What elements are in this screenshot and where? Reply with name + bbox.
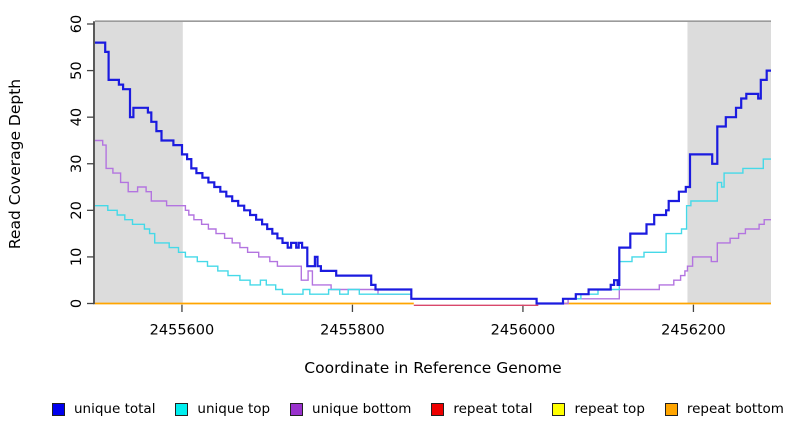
coverage-chart: 0 10 20 30 40 50 60 2455600 2455800 2456000 245620… bbox=[69, 15, 771, 339]
legend-label: repeat total bbox=[453, 401, 533, 417]
legend-label: unique total bbox=[74, 401, 156, 417]
legend-label: repeat top bbox=[574, 401, 645, 417]
x-tick-label: 2455800 bbox=[320, 323, 385, 339]
series-unique-bottom bbox=[95, 139, 771, 305]
x-axis-title: Coordinate in Reference Genome bbox=[304, 359, 562, 377]
legend-label: repeat bottom bbox=[686, 401, 784, 417]
legend: unique total unique top unique bottom repea… bbox=[52, 399, 784, 419]
legend-item-unique-top: unique top bbox=[175, 401, 270, 417]
legend-swatch bbox=[175, 402, 189, 416]
y-tick-label: 20 bbox=[69, 201, 85, 219]
x-tick-label: 2456200 bbox=[661, 323, 726, 339]
legend-swatch bbox=[552, 402, 566, 416]
y-axis-title: Read Coverage Depth bbox=[6, 78, 24, 250]
legend-item-repeat-bottom: repeat bottom bbox=[664, 401, 784, 417]
legend-label: unique top bbox=[197, 401, 271, 417]
y-tick-label: 60 bbox=[69, 15, 85, 33]
x-tick-label: 2456000 bbox=[491, 323, 556, 339]
legend-swatch bbox=[431, 402, 445, 416]
legend-item-unique-bottom: unique bottom bbox=[290, 401, 411, 417]
legend-item-repeat-total: repeat total bbox=[431, 401, 533, 417]
legend-swatch bbox=[290, 402, 304, 416]
y-tick-label: 10 bbox=[69, 248, 85, 266]
series-unique-top bbox=[95, 158, 771, 305]
y-tick-label: 0 bbox=[69, 299, 85, 308]
legend-label: unique bottom bbox=[312, 401, 412, 417]
legend-item-unique-total: unique total bbox=[52, 401, 155, 417]
y-tick-label: 50 bbox=[69, 61, 85, 79]
series-unique-total bbox=[95, 41, 771, 305]
legend-swatch bbox=[52, 402, 65, 416]
legend-item-repeat-top: repeat top bbox=[552, 401, 645, 417]
legend-swatch bbox=[664, 402, 678, 416]
y-tick-label: 40 bbox=[69, 108, 85, 126]
x-tick-label: 2455600 bbox=[150, 323, 215, 339]
y-tick-label: 30 bbox=[69, 155, 85, 173]
right-gray-region bbox=[687, 21, 771, 305]
